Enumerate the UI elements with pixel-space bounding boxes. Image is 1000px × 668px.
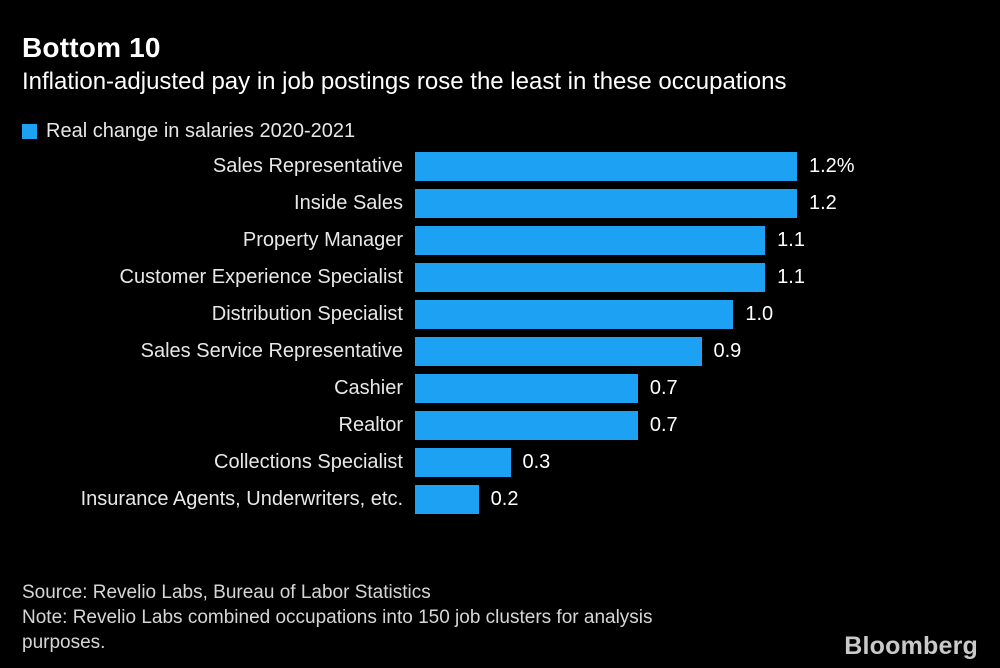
category-label: Distribution Specialist xyxy=(211,303,403,325)
value-label: 1.2% xyxy=(809,155,855,177)
value-label: 0.7 xyxy=(649,377,678,399)
category-label: Customer Experience Specialist xyxy=(119,266,403,288)
value-label: 0.9 xyxy=(713,340,742,362)
bar xyxy=(415,300,734,329)
category-label: Collections Specialist xyxy=(214,451,403,473)
legend: Real change in salaries 2020-2021 xyxy=(22,120,355,143)
chart-row: Distribution Specialist 1.0 xyxy=(0,296,1000,333)
bar xyxy=(415,263,766,292)
category-label: Realtor xyxy=(338,414,403,436)
note-text-line2: purposes. xyxy=(22,632,106,653)
chart-title: Bottom 10 xyxy=(22,32,161,63)
bar xyxy=(415,374,638,403)
category-label: Sales Representative xyxy=(212,155,403,177)
value-label: 0.2 xyxy=(490,488,519,510)
value-label: 1.1 xyxy=(777,229,805,251)
value-label: 1.1 xyxy=(777,266,805,288)
bloomberg-logo: Bloomberg xyxy=(844,632,978,660)
source-text: Source: Revelio Labs, Bureau of Labor St… xyxy=(22,582,431,603)
bar xyxy=(415,337,702,366)
value-label: 0.7 xyxy=(649,414,678,436)
note-text-line1: Note: Revelio Labs combined occupations … xyxy=(22,607,653,628)
chart-row: Insurance Agents, Underwriters, etc. 0.2 xyxy=(0,481,1000,518)
chart-row: Sales Service Representative 0.9 xyxy=(0,333,1000,370)
legend-label: Real change in salaries 2020-2021 xyxy=(46,120,356,142)
value-label: 1.0 xyxy=(745,303,774,325)
bar-chart: Sales Representative 1.2% Inside Sales 1.2 P… xyxy=(0,148,1000,518)
legend-swatch-icon xyxy=(22,124,37,139)
bar xyxy=(415,485,479,514)
category-label: Sales Service Representative xyxy=(140,340,403,362)
chart-row: Realtor 0.7 xyxy=(0,407,1000,444)
chart-subtitle: Inflation-adjusted pay in job postings r… xyxy=(22,68,787,95)
chart-row: Cashier 0.7 xyxy=(0,370,1000,407)
category-label: Property Manager xyxy=(242,229,403,251)
bar xyxy=(415,226,766,255)
chart-row: Inside Sales 1.2 xyxy=(0,185,1000,222)
value-label: 0.3 xyxy=(522,451,551,473)
bar xyxy=(415,448,511,477)
chart-row: Collections Specialist 0.3 xyxy=(0,444,1000,481)
bar xyxy=(415,152,797,181)
category-label: Insurance Agents, Underwriters, etc. xyxy=(80,488,403,510)
chart-row: Customer Experience Specialist 1.1 xyxy=(0,259,1000,296)
bar xyxy=(415,189,797,218)
footer-notes: Source: Revelio Labs, Bureau of Labor St… xyxy=(22,580,653,655)
bar xyxy=(415,411,638,440)
chart-row: Sales Representative 1.2% xyxy=(0,148,1000,185)
category-label: Inside Sales xyxy=(294,192,403,214)
value-label: 1.2 xyxy=(809,192,837,214)
chart-row: Property Manager 1.1 xyxy=(0,222,1000,259)
category-label: Cashier xyxy=(334,377,403,399)
